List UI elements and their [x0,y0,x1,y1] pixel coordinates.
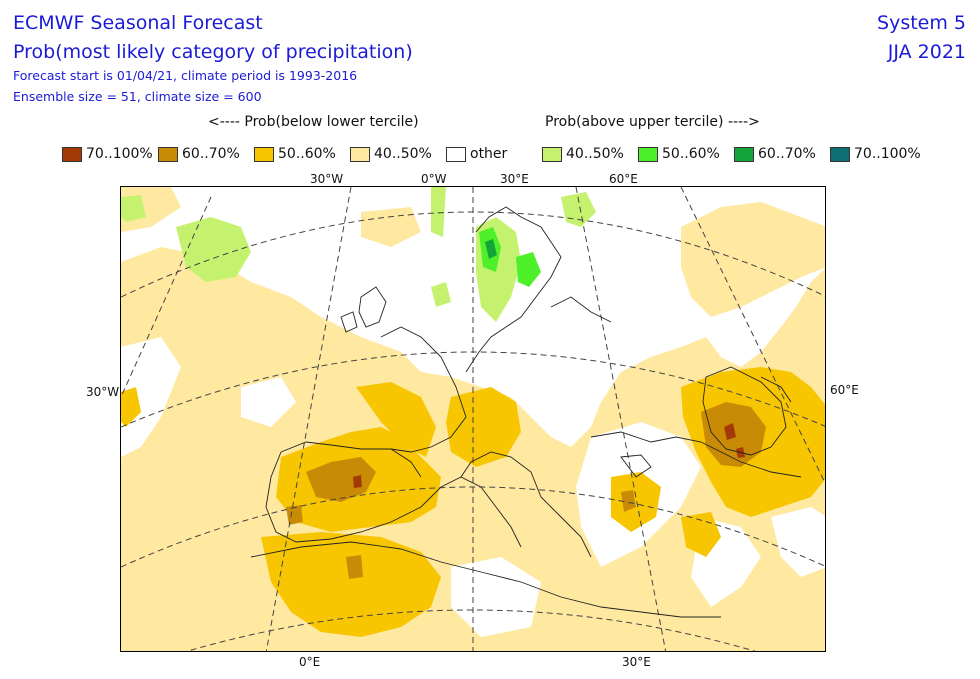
graticule-lines [121,187,825,651]
legend-label: 60..70% [758,146,816,162]
legend-swatch [734,147,754,162]
legend-label: 50..60% [662,146,720,162]
season-label: JJA 2021 [887,41,966,63]
chart-title: ECMWF Seasonal Forecast [13,12,263,34]
map-canvas [121,187,825,651]
graticule-label-top: 0°W [421,172,447,186]
legend-below-header: <---- Prob(below lower tercile) [208,114,419,130]
legend-label: 60..70% [182,146,240,162]
legend-swatch [830,147,850,162]
region-below-70-100 [353,423,745,488]
graticule-label-bottom: 30°E [622,655,651,669]
graticule-label-right: 60°E [830,383,859,397]
system-label: System 5 [877,12,966,34]
region-above-40-50 [121,187,596,322]
legend-swatch [254,147,274,162]
coastlines [250,206,802,618]
legend-swatch [158,147,178,162]
legend-label: other [470,146,508,162]
legend-swatch [638,147,658,162]
legend-label: 70..100% [854,146,921,162]
legend-label: 40..50% [374,146,432,162]
graticule-label-left: 30°W [86,385,120,399]
forecast-start-info: Forecast start is 01/04/21, climate peri… [13,68,358,83]
legend-swatch [542,147,562,162]
legend-swatch [62,147,82,162]
graticule-label-top: 30°E [500,172,529,186]
ensemble-size-info: Ensemble size = 51, climate size = 600 [13,89,262,104]
legend-label: 40..50% [566,146,624,162]
region-above-60-70 [485,239,497,259]
chart-subtitle: Prob(most likely category of precipitati… [13,41,413,63]
legend-label: 70..100% [86,146,153,162]
legend-swatch [350,147,370,162]
legend-swatch [446,147,466,162]
map-panel [120,186,826,652]
graticule-label-top: 60°E [609,172,638,186]
graticule-label-top: 30°W [310,172,344,186]
legend-label: 50..60% [278,146,336,162]
legend-above-header: Prob(above upper tercile) ----> [545,114,760,130]
graticule-label-bottom: 0°E [299,655,321,669]
